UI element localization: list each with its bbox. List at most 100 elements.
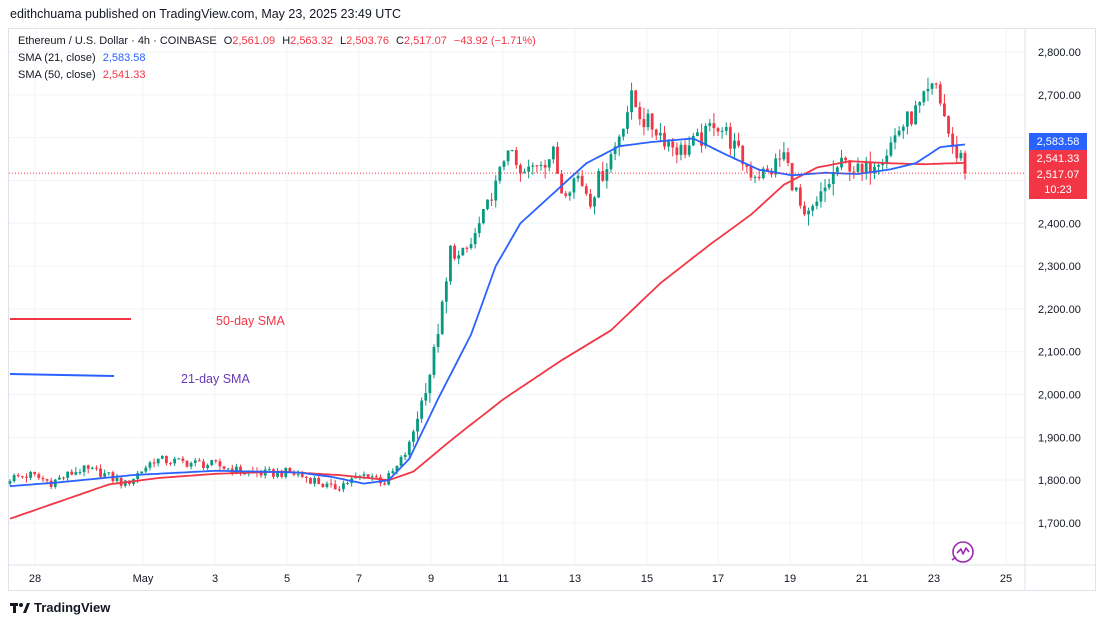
magic-wave-icon[interactable]	[949, 540, 977, 564]
candle-body	[766, 168, 769, 171]
candle-body	[922, 91, 926, 103]
candle-body	[638, 107, 642, 120]
tradingview-footer[interactable]: TradingView	[10, 600, 110, 615]
open-label: O	[223, 35, 233, 47]
candle-body	[169, 463, 172, 465]
sma21-legend[interactable]: SMA (21, close) 2,583.58	[18, 52, 150, 64]
candle-body	[78, 471, 82, 473]
candle-body	[206, 465, 209, 469]
candle-body	[243, 473, 247, 475]
candle-body	[737, 140, 740, 146]
candle-body	[29, 471, 32, 478]
candle-body	[8, 481, 12, 484]
candle-body	[556, 146, 559, 174]
candle-body	[576, 175, 580, 179]
candle-body	[259, 472, 263, 476]
candle-body	[181, 458, 185, 461]
sma50-price-tag: 2,541.33	[1029, 150, 1087, 168]
candle-body	[547, 159, 551, 168]
candle-body	[901, 126, 905, 131]
candle-body	[218, 461, 222, 467]
candle-body	[321, 483, 325, 487]
y-tick-label: 2,200.00	[1038, 304, 1081, 316]
candle-body	[107, 472, 111, 474]
candle-body	[605, 169, 609, 181]
candle-body	[572, 178, 576, 193]
candle-body	[333, 484, 337, 490]
candle-body	[41, 477, 45, 480]
candle-body	[288, 468, 292, 473]
candle-body	[144, 467, 148, 472]
sma50-legend[interactable]: SMA (50, close) 2,541.33	[18, 69, 150, 81]
x-tick-label: May	[133, 573, 154, 585]
candle-body	[304, 476, 308, 478]
candle-body	[819, 191, 823, 202]
candle-body	[724, 127, 728, 131]
candle-body	[823, 187, 827, 192]
candle-body	[99, 468, 102, 477]
candle-body	[403, 454, 407, 457]
candle-body	[696, 132, 699, 136]
publisher-info: edithchuama published on TradingView.com…	[10, 7, 401, 21]
candle-body	[626, 112, 629, 129]
candle-body	[379, 477, 382, 484]
candle-body	[202, 461, 205, 469]
candle-body	[239, 466, 242, 474]
candle-body	[959, 152, 963, 159]
x-tick-label: 15	[641, 573, 653, 585]
candle-body	[926, 88, 930, 92]
open-value: 2,561.09	[232, 35, 276, 47]
last-price-tag: 2,517.07 10:23	[1029, 167, 1087, 199]
candle-body	[70, 471, 74, 475]
candle-body	[506, 150, 510, 162]
candle-body	[551, 146, 555, 160]
candle-body	[679, 144, 683, 155]
candle-body	[844, 157, 848, 161]
x-tick-label: 23	[928, 573, 940, 585]
candle-body	[148, 462, 152, 468]
candle-body	[177, 458, 181, 460]
candle-body	[934, 83, 938, 85]
candle-body	[317, 477, 321, 484]
candle-body	[827, 184, 831, 188]
candle-body	[654, 129, 658, 136]
candle-body	[778, 158, 782, 160]
candle-body	[630, 90, 633, 113]
candle-body	[910, 111, 913, 125]
candle-body	[12, 475, 16, 482]
candle-body	[856, 163, 860, 173]
candle-body	[943, 103, 946, 117]
candle-body	[745, 164, 749, 167]
candle-body	[337, 489, 341, 491]
sma50-legend-label: SMA (50, close)	[18, 69, 96, 81]
candle-body	[914, 105, 918, 125]
candle-body	[37, 474, 41, 478]
candle-body	[115, 477, 119, 482]
sma21-legend-value: 2,583.58	[102, 52, 146, 64]
ohlc-legend: Ethereum / U.S. Dollar · 4h · COINBASE O…	[18, 35, 540, 47]
candle-body	[119, 477, 123, 486]
candle-body	[74, 472, 78, 475]
candle-body	[716, 128, 720, 132]
candle-body	[490, 199, 494, 201]
candle-body	[918, 102, 922, 106]
x-tick-label: 19	[784, 573, 796, 585]
candle-body	[366, 474, 370, 478]
candle-body	[432, 347, 436, 375]
candle-body	[362, 474, 366, 476]
candle-body	[292, 472, 296, 475]
candle-body	[391, 471, 395, 474]
candle-body	[683, 144, 687, 155]
candle-body	[761, 168, 765, 179]
candle-body	[543, 164, 547, 168]
candle-body	[905, 111, 909, 127]
sma21-legend-label: SMA (21, close)	[18, 52, 96, 64]
candle-body	[597, 170, 601, 198]
candle-body	[395, 465, 399, 472]
bar-countdown: 10:23	[1044, 184, 1072, 196]
candle-body	[461, 247, 465, 256]
candle-body	[868, 161, 872, 174]
candle-body	[103, 473, 107, 477]
symbol-label: Ethereum / U.S. Dollar · 4h · COINBASE	[18, 35, 217, 47]
